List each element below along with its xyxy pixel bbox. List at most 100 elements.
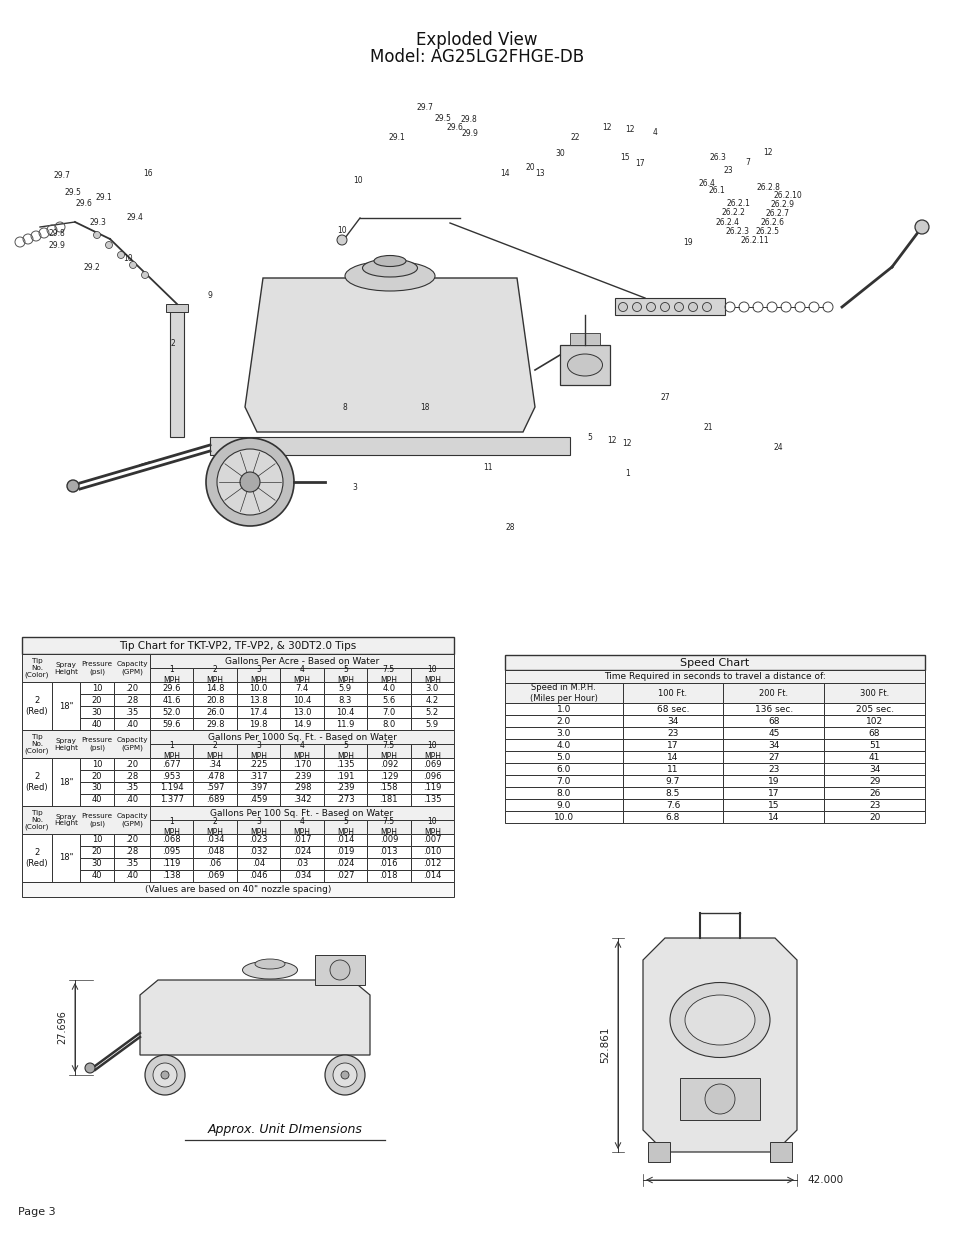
- Bar: [22, 834, 52, 882]
- Bar: [80, 869, 113, 882]
- Bar: [823, 739, 924, 751]
- Bar: [622, 703, 722, 715]
- Circle shape: [632, 303, 640, 311]
- Circle shape: [141, 272, 149, 279]
- Bar: [280, 769, 323, 782]
- Bar: [823, 811, 924, 823]
- Bar: [150, 834, 193, 846]
- Text: 19: 19: [767, 777, 779, 785]
- Bar: [722, 727, 823, 739]
- Bar: [113, 794, 150, 806]
- Text: 300 Ft.: 300 Ft.: [859, 688, 888, 698]
- Text: .20: .20: [125, 760, 138, 768]
- Ellipse shape: [669, 983, 769, 1057]
- Bar: [22, 758, 52, 806]
- Bar: [504, 799, 622, 811]
- Text: 34: 34: [666, 716, 678, 725]
- Bar: [722, 763, 823, 776]
- Text: .397: .397: [249, 783, 268, 793]
- Bar: [367, 794, 410, 806]
- Bar: [236, 718, 280, 730]
- Text: 27: 27: [767, 752, 779, 762]
- Circle shape: [67, 480, 79, 492]
- Bar: [722, 751, 823, 763]
- Bar: [722, 739, 823, 751]
- Text: 11: 11: [483, 462, 493, 472]
- Bar: [722, 787, 823, 799]
- Text: 2
MPH: 2 MPH: [207, 741, 223, 761]
- Text: 1.377: 1.377: [159, 795, 184, 804]
- Bar: [280, 794, 323, 806]
- Text: 26: 26: [868, 788, 880, 798]
- Text: Speed in M.P.H.
(Miles per Hour): Speed in M.P.H. (Miles per Hour): [529, 683, 598, 703]
- Circle shape: [659, 303, 669, 311]
- Text: 2
(Red): 2 (Red): [26, 848, 49, 868]
- Text: 10: 10: [91, 836, 102, 845]
- Polygon shape: [642, 939, 796, 1152]
- Text: 136 sec.: 136 sec.: [754, 704, 792, 714]
- Text: 29.9: 29.9: [461, 128, 478, 137]
- Text: 5
MPH: 5 MPH: [336, 818, 354, 836]
- Text: 10
MPH: 10 MPH: [423, 818, 440, 836]
- Text: .317: .317: [249, 772, 268, 781]
- Text: 10: 10: [336, 226, 347, 235]
- Text: .20: .20: [125, 683, 138, 693]
- Text: 5.2: 5.2: [425, 708, 438, 716]
- Text: Exploded View: Exploded View: [416, 31, 537, 49]
- Text: .017: .017: [293, 836, 311, 845]
- Circle shape: [152, 1063, 177, 1087]
- Text: .597: .597: [206, 783, 224, 793]
- Text: 28: 28: [505, 522, 515, 531]
- Bar: [647, 1142, 669, 1162]
- Text: .027: .027: [335, 872, 355, 881]
- Text: 26.2.2: 26.2.2: [720, 207, 744, 216]
- Text: 3: 3: [353, 483, 357, 492]
- Text: 7.5
MPH: 7.5 MPH: [380, 818, 397, 836]
- Bar: [193, 834, 236, 846]
- Text: 68: 68: [868, 729, 880, 737]
- Circle shape: [688, 303, 697, 311]
- Bar: [367, 694, 410, 706]
- Bar: [80, 694, 113, 706]
- Text: 14.9: 14.9: [293, 720, 311, 729]
- Bar: [504, 715, 622, 727]
- Text: Gallons Per 100 Sq. Ft. - Based on Water: Gallons Per 100 Sq. Ft. - Based on Water: [211, 809, 394, 818]
- Text: 17: 17: [767, 788, 779, 798]
- Text: .953: .953: [162, 772, 181, 781]
- Bar: [193, 706, 236, 718]
- Bar: [367, 682, 410, 694]
- Bar: [569, 333, 599, 345]
- Bar: [504, 683, 622, 703]
- Text: 23: 23: [868, 800, 880, 809]
- Text: Capacity
(GPM): Capacity (GPM): [116, 661, 148, 674]
- Text: 30: 30: [91, 708, 102, 716]
- Bar: [80, 758, 113, 769]
- Bar: [679, 1078, 760, 1120]
- Text: 5
MPH: 5 MPH: [336, 666, 354, 684]
- Bar: [410, 668, 454, 682]
- Text: 10: 10: [91, 683, 102, 693]
- Text: 3.0: 3.0: [556, 729, 571, 737]
- Text: Pressure
(psi): Pressure (psi): [81, 661, 112, 674]
- Text: 12: 12: [624, 125, 634, 133]
- Text: .298: .298: [293, 783, 311, 793]
- Text: 7.5
MPH: 7.5 MPH: [380, 741, 397, 761]
- Bar: [823, 751, 924, 763]
- Text: 68: 68: [767, 716, 779, 725]
- Text: 7.4: 7.4: [295, 683, 309, 693]
- Text: 11: 11: [666, 764, 678, 773]
- Bar: [410, 820, 454, 834]
- Text: .225: .225: [249, 760, 268, 768]
- Text: 15: 15: [619, 152, 629, 162]
- Text: .119: .119: [422, 783, 441, 793]
- Circle shape: [117, 252, 125, 258]
- Text: Approx. Unit DImensions: Approx. Unit DImensions: [208, 1124, 362, 1136]
- Bar: [150, 682, 193, 694]
- Text: 10
MPH: 10 MPH: [423, 666, 440, 684]
- Bar: [280, 718, 323, 730]
- Text: 4.2: 4.2: [425, 695, 438, 704]
- Text: 26.2.5: 26.2.5: [755, 226, 780, 236]
- Bar: [823, 787, 924, 799]
- Bar: [410, 706, 454, 718]
- Bar: [622, 811, 722, 823]
